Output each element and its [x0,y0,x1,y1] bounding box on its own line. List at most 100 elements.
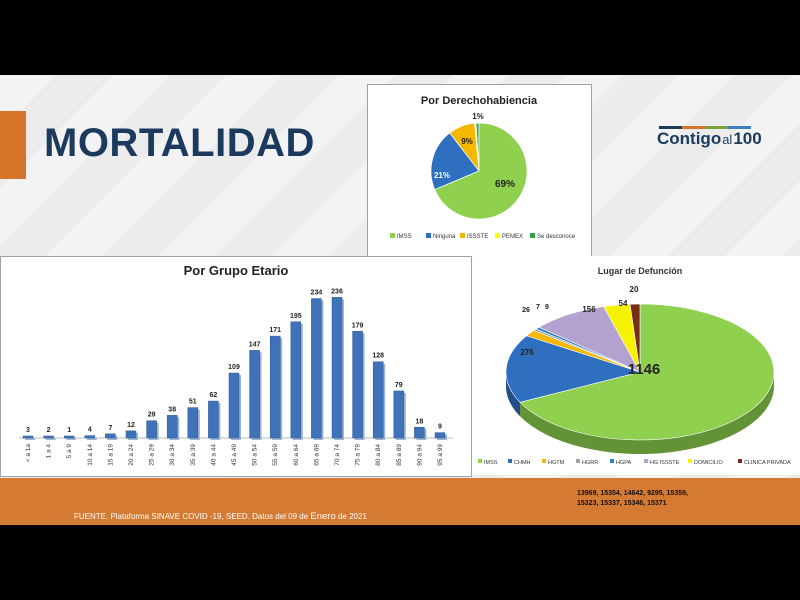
data-label-80-a-84: 128 [372,353,384,360]
tick-label-85-a-89: 85 a 89 [396,444,403,466]
bar-65-a-69 [311,298,322,439]
tick-label-90-a-94: 90 a 94 [416,444,423,466]
tick-label-50-a-54: 50 a 54 [252,444,259,466]
codes-line-1: 13969, 15354, 14642, 9295, 15359, [577,490,688,497]
tick-label-40-a-44: 40 a 44 [210,444,217,466]
slice-ninguna [430,132,480,191]
tick-label-a-1a: < a 1a [25,444,32,463]
legend-swatch-domicilio [688,459,692,463]
legend-swatch-hgpa [610,459,614,463]
bar-group-80-a-84 [372,361,386,440]
legend-label-imss: IMSS [397,234,412,240]
chart-derechohabiencia: Por Derechohabiencia 1% 9% 21% 69% IMSS Ningun… [367,84,592,258]
bar-5-a-9 [63,435,75,439]
data-label-20-a-24: 12 [127,422,135,429]
bar-20-a-24 [125,430,137,439]
data-label-70-a-74: 236 [331,288,343,295]
page-title: MORTALIDAD [44,121,315,165]
bar-group-70-a-74 [331,297,344,440]
accent-tab [0,111,26,179]
legend-swatch-hgtm [542,459,546,463]
chart-title: Por Grupo Etario [184,263,289,278]
legend-label-hgpa: HGPA [616,460,632,466]
tick-label-70-a-74: 70 a 74 [334,444,341,466]
slice-side-imss [520,372,774,454]
data-label-hgtm: 26 [522,307,530,314]
chart-title: Por Derechohabiencia [421,95,538,107]
data-label-40-a-44: 62 [210,392,218,399]
data-label-se-desconoce: 1% [472,112,484,121]
slice-clinica-privada [629,303,641,373]
data-label-hgrr: 7 [536,304,540,311]
legend-label-hgtm: HGTM [548,460,565,466]
bar-group-1-a-4 [43,435,56,440]
legend-swatch-hgrr [576,459,580,463]
bar-group-25-a-29 [146,420,159,440]
slice-hg-issste [538,306,641,373]
bar-group-65-a-69 [311,298,324,440]
legend-swatch-hg-issste [644,459,648,463]
data-label-45-a-49: 109 [228,364,240,371]
legend-label-chmh: CHMH [514,460,531,466]
pie-derechohabiencia: Por Derechohabiencia 1% 9% 21% 69% IMSS Ningun… [390,95,576,240]
data-label-1-a-4: 2 [47,427,51,434]
chart-grupo-etario: Por Grupo Etario 3 < a 1a 2 1 a 4 1 5 a 9 4 10 a… [0,256,472,477]
bar-1-a-4 [43,435,54,439]
legend-label-clinica-privada: CLINICA PRIVADA [744,460,791,466]
bar-a-1a [22,435,34,439]
legend-swatch-ninguna [426,233,431,238]
bar-50-a-54 [249,350,260,439]
bar-group-55-a-59 [269,335,283,440]
bar-55-a-59 [269,335,281,439]
tick-label-10-a-14: 10 a 14 [87,444,94,466]
data-label-imss: 1146 [628,361,661,378]
data-label-hg-issste: 156 [582,305,596,314]
data-label-90-a-94: 18 [416,418,424,425]
tick-label-55-a-59: 55 a 59 [272,444,279,466]
data-label-60-a-64: 195 [290,313,302,320]
data-label-imss: 69% [495,179,515,190]
bar-shadow [66,438,77,440]
bar-15-a-19 [105,433,116,439]
bar-group-45-a-49 [228,372,241,440]
slice-chmh [505,335,642,403]
source-note: FUENTE. Plataforma SINAVE COVID -19, SEE… [74,511,367,522]
bar-group-85-a-89 [393,390,406,440]
legend-label-pemex: PEMEX [502,234,523,240]
tick-label-95-a-99: 95 a 99 [437,444,444,466]
bar-group-20-a-24 [125,430,138,440]
legend-swatch-clinica-privada [738,459,742,463]
legend-swatch-pemex [495,233,500,238]
legend-swatch-imss [478,459,482,463]
logo-color-bar [659,126,751,129]
bar-group-10-a-14 [84,435,97,440]
legend-label-ninguna: Ninguna [433,234,456,240]
codes-line-2: 15323, 15337, 15346, 15371 [577,500,667,507]
data-label-15-a-19: 7 [108,425,112,432]
legend-swatch-se-desconoce [530,233,535,238]
data-label-a-1a: 3 [26,427,30,434]
source-month: Enero [310,511,336,522]
data-label-issste: 9% [461,137,473,146]
logo-part-1: Contigo [657,129,722,148]
legend-label-domicilio: DOMICILIO [694,460,723,466]
bar-group-95-a-99 [434,432,447,440]
logo-part-3: 100 [733,129,762,148]
data-label-50-a-54: 147 [249,341,261,348]
tick-label-35-a-39: 35 a 39 [190,444,197,466]
tick-label-65-a-69: 65 a 69 [313,444,320,466]
tick-label-30-a-34: 30 a 34 [169,444,176,466]
data-label-25-a-29: 29 [148,412,156,419]
legend-swatch-chmh [508,459,512,463]
data-label-hgpa: 9 [545,304,549,311]
legend-label-hgrr: HGRR [582,460,598,466]
legend-swatch-issste [460,233,465,238]
bar-25-a-29 [146,420,157,439]
bar-30-a-34 [166,415,178,439]
data-label-clinica-privada: 20 [630,285,639,294]
data-label-55-a-59: 171 [269,327,281,334]
data-label-5-a-9: 1 [67,427,71,434]
data-label-75-a-79: 179 [352,322,364,329]
bar-group-a-1a [22,435,35,440]
